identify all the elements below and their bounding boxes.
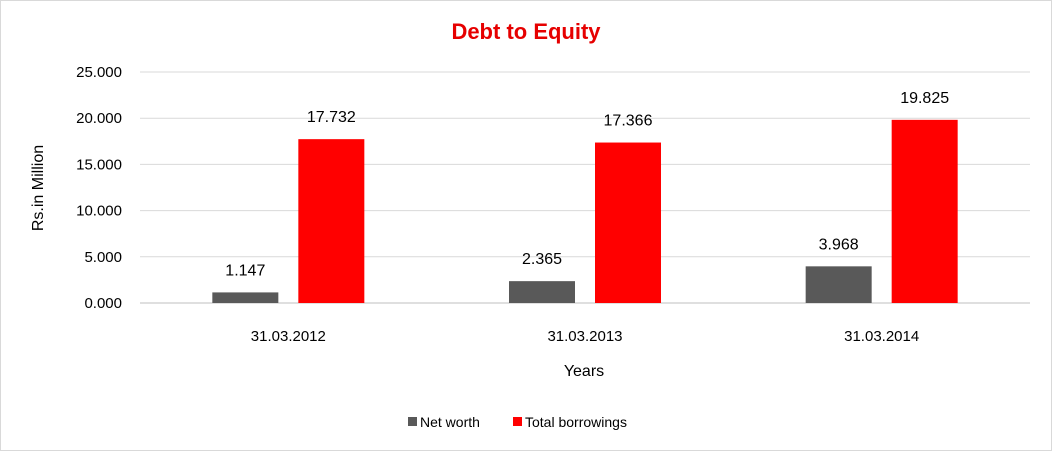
y-tick-label: 25.000 bbox=[76, 64, 122, 81]
x-tick-label: 31.03.2014 bbox=[844, 328, 919, 345]
gridlines bbox=[140, 71, 1030, 304]
data-label: 3.968 bbox=[819, 236, 859, 253]
x-axis-label: Years bbox=[564, 363, 604, 380]
y-axis-label: Rs.in Million bbox=[30, 145, 47, 231]
legend-label: Net worth bbox=[420, 414, 480, 430]
y-tick-label: 5.000 bbox=[84, 249, 122, 266]
y-tick-label: 15.000 bbox=[76, 156, 122, 173]
bar bbox=[891, 119, 958, 303]
y-axis-ticks: 0.000 5.000 10.000 15.000 20.000 25.000 bbox=[76, 64, 122, 312]
y-tick-label: 0.000 bbox=[84, 295, 122, 312]
data-label: 2.365 bbox=[522, 251, 562, 268]
x-tick-label: 31.03.2012 bbox=[251, 328, 326, 345]
data-label: 19.825 bbox=[900, 90, 949, 107]
chart-title: Debt to Equity bbox=[451, 19, 601, 44]
data-labels: 1.147 17.732 2.365 17.366 3.968 19.825 bbox=[225, 90, 949, 280]
bar bbox=[509, 281, 575, 303]
bars bbox=[212, 119, 958, 303]
data-label: 17.366 bbox=[604, 113, 653, 130]
y-tick-label: 10.000 bbox=[76, 203, 122, 220]
data-label: 17.732 bbox=[307, 109, 356, 126]
legend-label: Total borrowings bbox=[525, 414, 627, 430]
bar bbox=[298, 139, 365, 303]
legend: Net worth Total borrowings bbox=[408, 414, 627, 430]
x-tick-label: 31.03.2013 bbox=[547, 328, 622, 345]
bar bbox=[595, 142, 661, 303]
bar bbox=[805, 266, 872, 303]
legend-swatch bbox=[513, 417, 522, 426]
x-axis-ticks: 31.03.2012 31.03.2013 31.03.2014 bbox=[251, 328, 919, 345]
data-label: 1.147 bbox=[225, 262, 265, 279]
legend-swatch bbox=[408, 417, 417, 426]
y-tick-label: 20.000 bbox=[76, 110, 122, 127]
bar bbox=[212, 292, 279, 303]
